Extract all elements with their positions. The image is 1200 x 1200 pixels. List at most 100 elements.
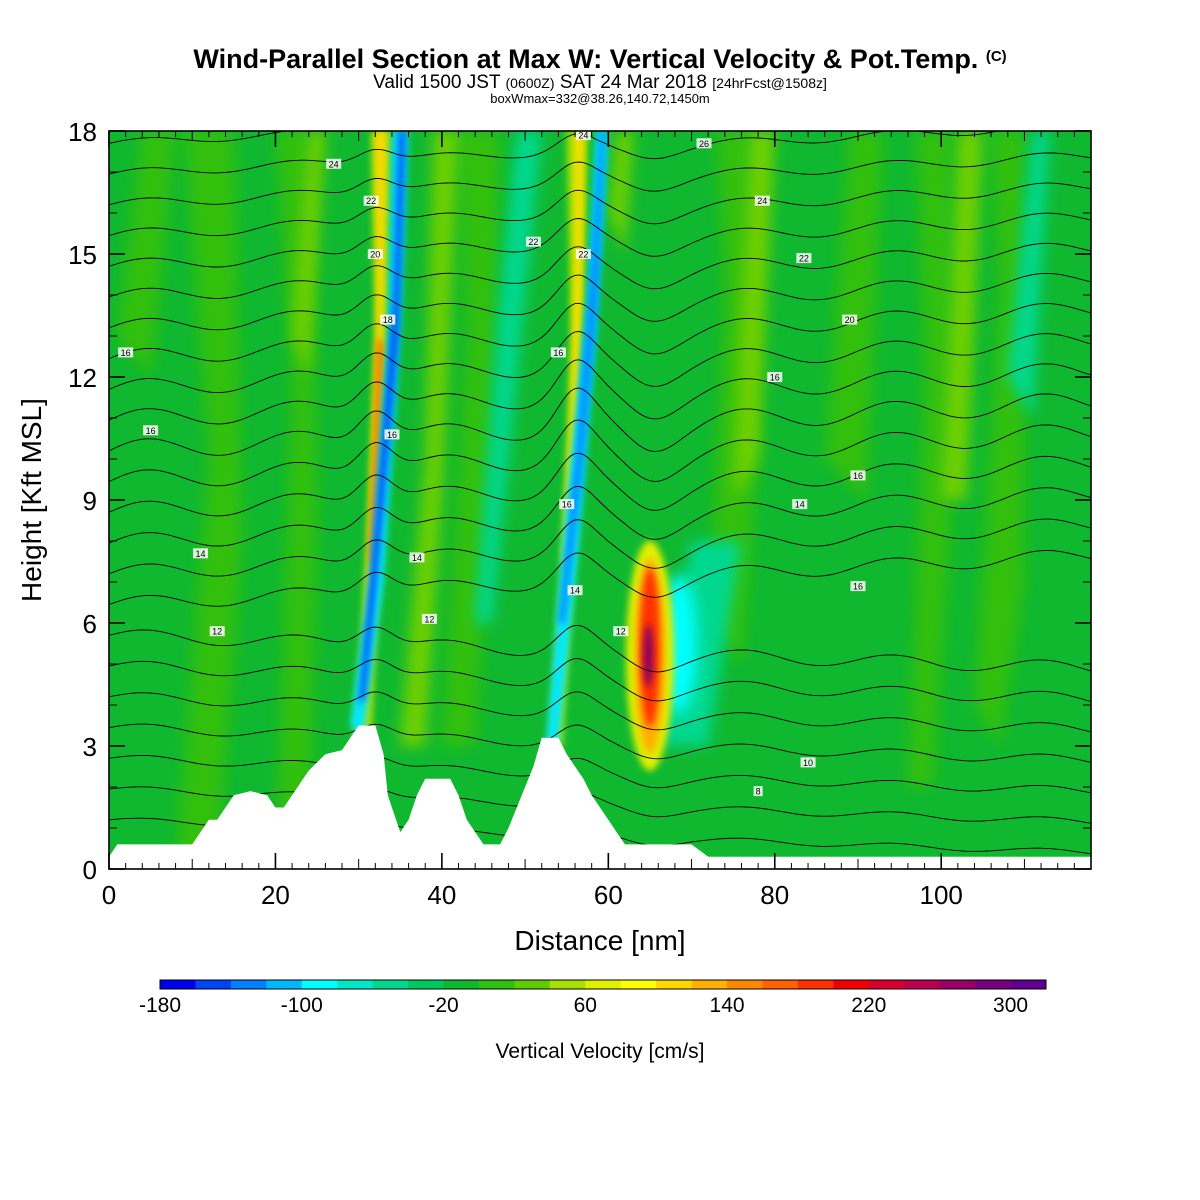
contour-label-box (800, 757, 816, 768)
x-tick-label: 80 (760, 880, 789, 910)
contour-label-text: 20 (845, 315, 855, 325)
terrain-profile (109, 725, 1091, 869)
colorbar-swatch (301, 980, 338, 989)
theta-contour-label: 16 (559, 499, 575, 510)
colorbar-tick-label: -180 (139, 994, 181, 1017)
plot-area: 24 22 20 18 16 16 16 14 14 12 12 24 26 24 22 22 22 20 16 16… (16, 117, 1092, 956)
contour-label-text: 14 (795, 500, 805, 510)
y-tick-label: 18 (68, 117, 97, 147)
chart-title-text: Wind-Parallel Section at Max W: Vertical… (193, 44, 979, 74)
theta-contour-label: 22 (575, 249, 591, 260)
contour-label-text: 14 (412, 553, 422, 563)
contour-label-text: 12 (424, 614, 434, 624)
colorbar-tick-label: 300 (993, 994, 1028, 1017)
x-tick-label: 40 (427, 880, 456, 910)
moderate-updraft-area (941, 131, 983, 500)
contour-label-box (209, 626, 225, 637)
velocity-field (117, 131, 1050, 869)
colorbar: -180 -100 -20 60 140 220 300 (139, 979, 1047, 1017)
contour-label-box (367, 249, 383, 259)
chart-subtitle-box: boxWmax=332@38.26,140.72,1450m (490, 91, 710, 106)
contour-label-box (363, 195, 379, 206)
downdraft-band-west (358, 131, 406, 705)
contour-label-text: 16 (562, 500, 572, 510)
theta-contour-label: 16 (767, 372, 783, 383)
contour-label-box (696, 138, 712, 149)
theta-contour-label: 24 (326, 158, 342, 169)
updraft-band-east (562, 131, 584, 562)
colorbar-swatch (585, 980, 622, 989)
contour-label-text: 18 (383, 315, 393, 325)
theta-contour-label: 22 (796, 253, 812, 264)
contour-label-text: 14 (570, 586, 580, 596)
contour-label-text: 14 (196, 549, 206, 559)
theta-contour-label: 16 (118, 347, 134, 358)
contour-label-box (409, 552, 425, 563)
colorbar-swatch (904, 980, 941, 989)
contour-label-text: 16 (853, 582, 863, 592)
theta-contour (109, 302, 1091, 362)
y-axis: 0 3 6 9 12 15 18 (68, 117, 1091, 885)
y-tick-label: 15 (68, 240, 97, 270)
colorbar-frame (159, 979, 1047, 990)
contour-label-text: 16 (121, 348, 131, 358)
theta-contour (109, 755, 1091, 794)
contour-label-box (118, 347, 134, 358)
theta-contour-label: 14 (409, 552, 425, 563)
colorbar-swatch (797, 980, 834, 989)
theta-contours (109, 131, 1091, 855)
contour-label-text: 12 (616, 627, 626, 637)
theta-contour (109, 182, 1091, 237)
subtitle-forecast: [24hrFcst@1508z] (712, 75, 827, 91)
contour-label-box (792, 499, 808, 510)
theta-contour (109, 786, 1091, 824)
theta-contour (109, 387, 1091, 456)
colorbar-tick-label: 60 (574, 994, 597, 1017)
theta-contour-label: 12 (209, 626, 225, 637)
colorbar-swatch (975, 980, 1012, 989)
contour-label-text: 22 (799, 254, 809, 264)
x-tick-label: 100 (920, 880, 963, 910)
theta-contour (109, 131, 343, 144)
colorbar-swatch (727, 980, 763, 989)
terrain (109, 725, 1091, 869)
theta-contour (109, 550, 1091, 607)
theta-contour-label: 22 (525, 236, 541, 247)
y-tick-label: 0 (83, 855, 97, 885)
theta-contour (109, 152, 1091, 206)
theta-contour-label: 10 (800, 757, 816, 768)
y-tick-label: 3 (83, 732, 97, 762)
weak-updraft-area (441, 131, 501, 746)
colorbar-swatch (691, 980, 728, 989)
weak-updraft-area (974, 131, 1025, 746)
y-tick-label: 12 (68, 363, 97, 393)
theta-contour-label: 14 (567, 585, 583, 596)
contour-label-box (575, 249, 591, 259)
x-tick-label: 0 (102, 880, 116, 910)
colorbar-swatch (656, 980, 693, 989)
weak-updraft-area (117, 131, 176, 377)
moderate-updraft-area (292, 131, 326, 377)
colorbar-swatch (372, 980, 409, 989)
colorbar-swatch (549, 980, 586, 989)
contour-label-text: 12 (212, 627, 222, 637)
contour-label-text: 22 (366, 196, 376, 206)
y-tick-label: 6 (83, 609, 97, 639)
theta-contour-label: 24 (754, 195, 770, 206)
updraft-core-west (369, 336, 383, 562)
contour-label-box (384, 429, 400, 440)
theta-contour-label: 14 (792, 499, 808, 510)
colorbar-swatch (160, 980, 196, 989)
contour-label-box (842, 314, 858, 325)
theta-contour-label: 16 (850, 581, 866, 592)
theta-contour (109, 419, 1091, 487)
theta-contour-label: 12 (421, 613, 437, 624)
contour-label-text: 24 (329, 159, 339, 169)
contour-label-box (567, 585, 583, 596)
colorbar-tick-label: 220 (851, 994, 886, 1017)
contour-label-box (525, 236, 541, 247)
moderate-updraft-area (400, 131, 459, 746)
theta-contour (109, 242, 1091, 299)
moderate-updraft-area (608, 131, 634, 254)
